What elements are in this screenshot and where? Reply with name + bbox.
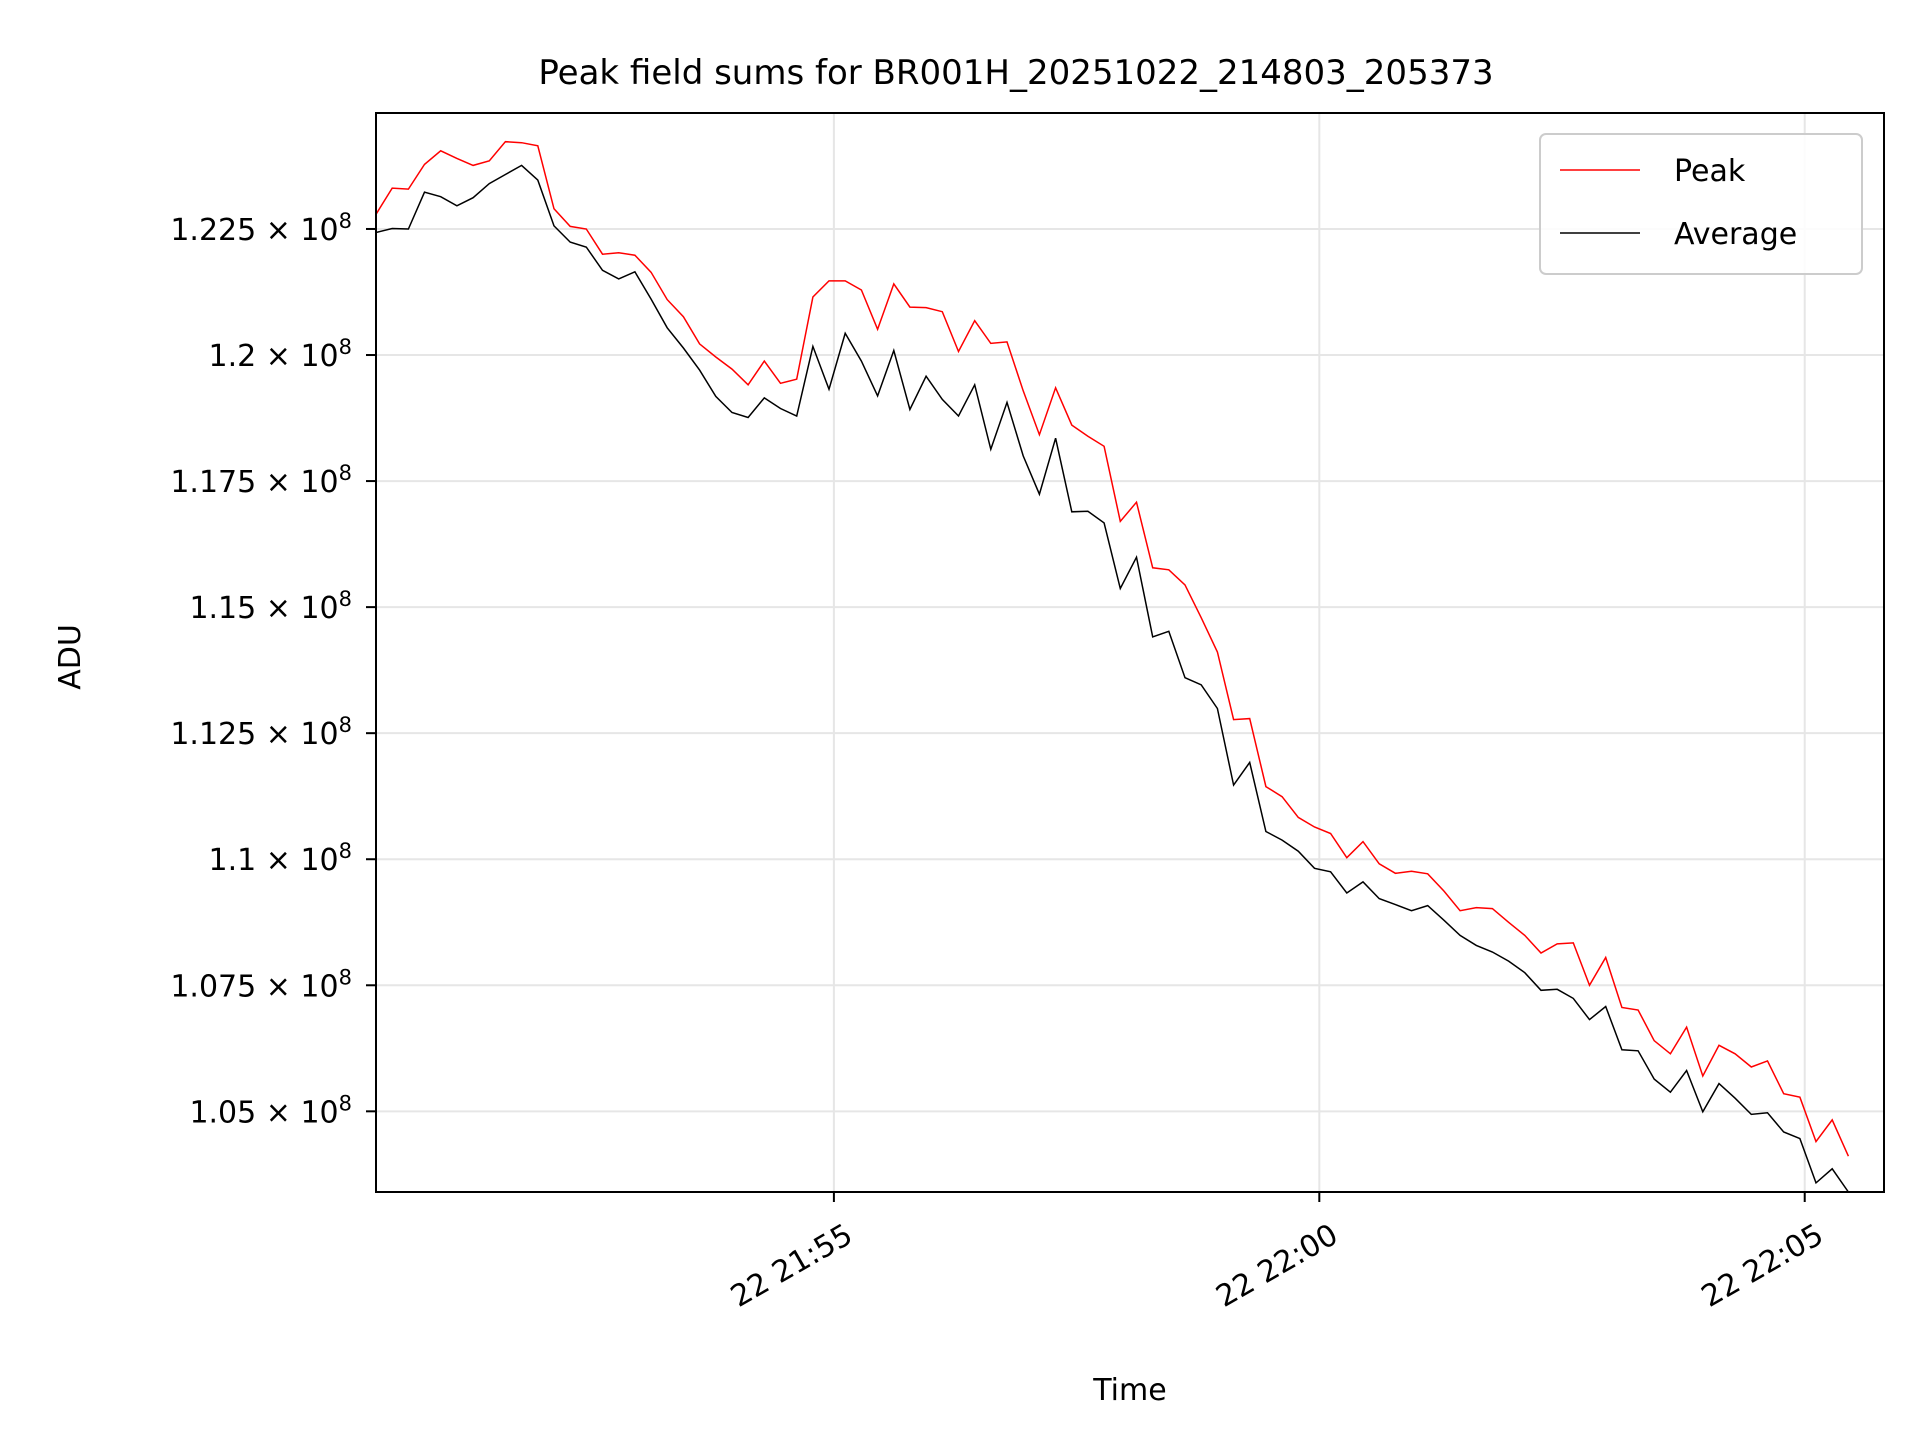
legend-label-average: Average [1674,217,1797,252]
chart-title: Peak field sums for BR001H_20251022_2148… [538,53,1493,93]
y-tick-label: 1.15 × 108 [189,587,352,626]
y-tick-label: 1.175 × 108 [170,461,352,500]
x-axis-label: Time [1092,1373,1166,1408]
y-tick-label: 1.1 × 108 [209,839,352,878]
y-tick-label: 1.05 × 108 [189,1091,352,1130]
legend: Peak Average [1539,133,1863,275]
y-tick-label: 1.075 × 108 [170,965,352,1004]
series-lines [376,140,1850,1192]
legend-box [1539,133,1863,275]
plot-frame [375,112,1885,1193]
series-line-average [376,164,1850,1192]
y-tick-label: 1.225 × 108 [170,209,352,248]
y-tick-label: 1.125 × 108 [170,713,352,752]
legend-label-peak: Peak [1674,154,1746,189]
y-axis-label: ADU [53,624,88,690]
y-tick-label: 1.2 × 108 [209,335,352,374]
series-line-peak [376,140,1850,1157]
y-axis-ticks: 1.05 × 108 1.075 × 108 1.1 × 108 1.125 × 10… [170,209,376,1130]
